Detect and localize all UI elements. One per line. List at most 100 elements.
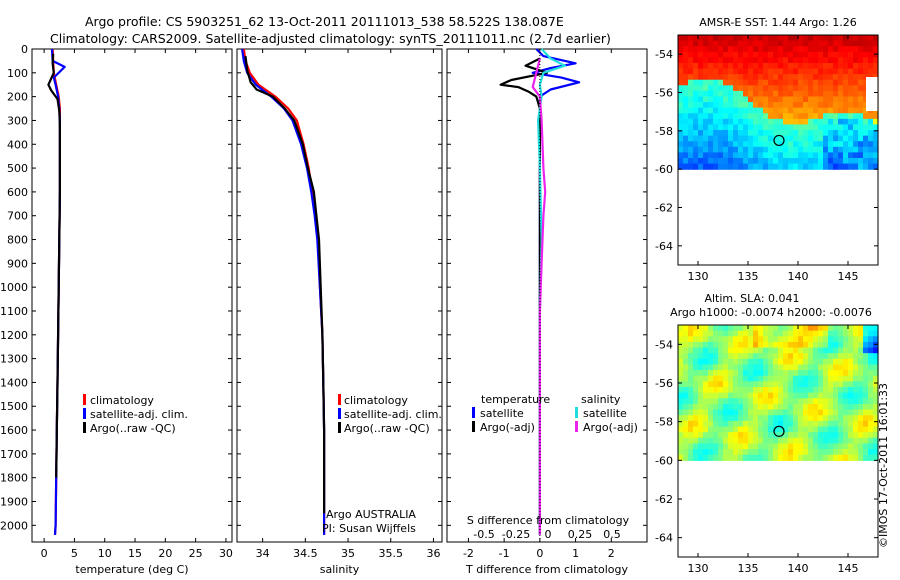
- map-cell: [688, 454, 694, 461]
- map-cell: [798, 398, 804, 405]
- map-cell: [768, 62, 774, 70]
- map-cell: [868, 118, 874, 126]
- map-cell: [768, 381, 774, 388]
- map-cell: [813, 51, 819, 58]
- map-cell: [713, 107, 719, 114]
- map-cell: [698, 330, 704, 337]
- map-cell: [703, 46, 709, 53]
- map-cell: [723, 387, 729, 394]
- map-cell: [743, 107, 749, 114]
- map-cell: [773, 353, 779, 360]
- map-cell: [828, 387, 834, 394]
- map-cell: [753, 79, 759, 86]
- map-cell: [728, 102, 734, 109]
- map-cell: [828, 90, 834, 98]
- map-cell: [823, 415, 829, 422]
- map-cell: [753, 46, 759, 53]
- map-cell: [698, 46, 704, 53]
- map-cell: [793, 420, 799, 428]
- map-cell: [733, 454, 739, 461]
- map-cell: [803, 68, 809, 75]
- map-cell: [773, 347, 779, 354]
- map-cell: [828, 443, 834, 450]
- map-cell: [718, 62, 724, 70]
- map-cell: [718, 443, 724, 450]
- map-cell: [763, 40, 769, 47]
- map-cell: [688, 330, 694, 337]
- map-cell: [868, 443, 874, 450]
- map-cell: [753, 330, 759, 337]
- map-cell: [683, 157, 689, 165]
- map-cell: [798, 432, 804, 439]
- map-cell: [718, 68, 724, 75]
- map-cell: [718, 152, 724, 159]
- legend-header-salinity: salinity: [581, 393, 621, 406]
- map-cell: [778, 157, 784, 165]
- x-axis-label: T difference from climatology: [465, 563, 628, 576]
- map-cell: [818, 90, 824, 98]
- map-cell: [688, 392, 694, 399]
- map-cell: [838, 118, 844, 126]
- map-cell: [713, 40, 719, 47]
- map-cell: [748, 62, 754, 70]
- map-cell: [808, 409, 814, 416]
- map-cell: [753, 141, 759, 148]
- map-cell: [688, 79, 694, 86]
- argo-position-marker: [773, 134, 785, 147]
- map-cell: [678, 146, 684, 153]
- map-cell: [758, 118, 764, 126]
- map-cell: [733, 96, 739, 103]
- x-tick-label: 135: [738, 562, 759, 575]
- map-cell: [788, 124, 794, 131]
- map-cell: [698, 157, 704, 165]
- map-cell: [703, 118, 709, 126]
- map-cell: [733, 130, 739, 137]
- map-cell: [713, 35, 719, 42]
- map-cell: [733, 152, 739, 159]
- y-tick-label: 800: [7, 234, 28, 247]
- map-cell: [678, 40, 684, 47]
- map-cell: [758, 51, 764, 58]
- map-cell: [843, 375, 849, 382]
- map-cell: [778, 118, 784, 126]
- map-cell: [858, 387, 864, 394]
- map-cell: [743, 90, 749, 98]
- map-cell: [843, 85, 849, 92]
- map-cell: [748, 426, 754, 433]
- map-cell: [823, 51, 829, 58]
- map-cell: [738, 46, 744, 53]
- map-cell: [728, 35, 734, 42]
- map-cell: [863, 387, 869, 394]
- map-cell: [868, 51, 874, 58]
- map-cell: [773, 443, 779, 450]
- map-cell: [743, 358, 749, 366]
- map-cell: [768, 130, 774, 137]
- map-cell: [743, 432, 749, 439]
- map-cell: [853, 415, 859, 422]
- map-cell: [748, 454, 754, 461]
- map-cell: [693, 370, 699, 377]
- x-tick-label: 25: [189, 547, 203, 560]
- map-cell: [853, 381, 859, 388]
- map-cell: [758, 432, 764, 439]
- map-cell: [798, 46, 804, 53]
- map-cell: [703, 420, 709, 428]
- map-cell: [823, 330, 829, 337]
- map-cell: [688, 74, 694, 81]
- map-cell: [698, 353, 704, 360]
- map-cell: [848, 454, 854, 461]
- map-cell: [803, 347, 809, 354]
- map-cell: [868, 146, 874, 153]
- map-cell: [813, 35, 819, 42]
- map-cell: [728, 124, 734, 131]
- map-cell: [758, 62, 764, 70]
- map-cell: [873, 124, 879, 131]
- map-cell: [733, 57, 739, 64]
- map-cell: [848, 35, 854, 42]
- y-tick-label: -64: [655, 240, 673, 253]
- map-cell: [793, 358, 799, 366]
- map-cell: [703, 449, 709, 456]
- map-cell: [728, 74, 734, 81]
- map-cell: [743, 62, 749, 70]
- map-cell: [798, 68, 804, 75]
